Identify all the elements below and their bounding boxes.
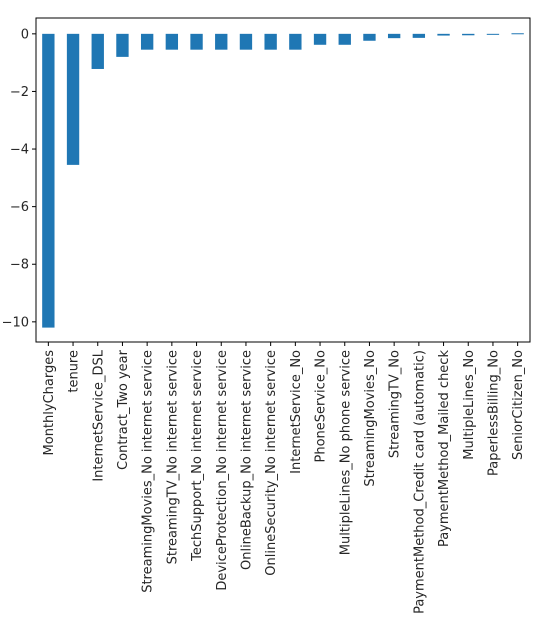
bar [511,33,524,35]
bar [289,33,302,50]
bar [313,33,327,45]
x-tick-label: StreamingTV_No internet service [165,350,180,564]
bar [387,33,401,39]
bar [412,33,426,38]
bars-group [42,33,524,328]
x-tick-label: PaperlessBilling_No [486,350,501,476]
x-tick-label: OnlineBackup_No internet service [239,350,254,570]
x-tick-label: TechSupport_No internet service [190,350,205,562]
y-axis: 0 −2 −4 −6 −8 −10 [2,27,36,330]
x-tick-label: MultipleLines_No phone service [338,350,353,555]
x-tick-label: StreamingTV_No [388,350,403,458]
bar [91,33,104,69]
bar [239,33,253,50]
y-tick-label: −6 [10,200,29,215]
bar [338,33,351,45]
bar [264,33,277,50]
x-axis: MonthlyCharges tenure InternetService_DSL C… [42,342,526,614]
x-tick-label: OnlineSecurity_No internet service [264,350,279,576]
bar [215,33,228,50]
bar [165,33,179,50]
y-tick-label: −10 [2,315,29,330]
bar [42,33,55,328]
y-tick-label: −2 [10,85,29,100]
y-tick-label: −8 [10,258,29,273]
x-tick-label: InternetService_DSL [91,349,106,481]
x-tick-label: tenure [67,350,82,393]
x-tick-label: Contract_Two year [116,349,131,470]
x-tick-label: PaymentMethod_Mailed check [437,350,452,547]
x-tick-label: StreamingMovies_No internet service [141,350,156,593]
x-tick-label: MonthlyCharges [42,350,57,456]
bar [486,33,500,35]
x-tick-label: InternetService_No [289,350,304,474]
plot-frame [35,17,531,343]
y-tick-label: −4 [10,143,29,158]
x-tick-label: SeniorCitizen_No [511,350,526,460]
bar [190,33,203,50]
bar [437,33,450,36]
x-tick-label: PaymentMethod_Credit card (automatic) [412,350,427,614]
x-tick-label: DeviceProtection_No internet service [215,350,230,591]
bar [66,33,80,165]
bar [140,33,154,50]
x-tick-label: PhoneService_No [314,350,329,463]
bar [462,33,475,36]
bar [116,33,129,57]
bar [363,33,376,41]
y-tick-label: 0 [21,27,29,42]
x-tick-label: StreamingMovies_No [363,350,378,487]
x-tick-label: MultipleLines_No [462,350,477,460]
